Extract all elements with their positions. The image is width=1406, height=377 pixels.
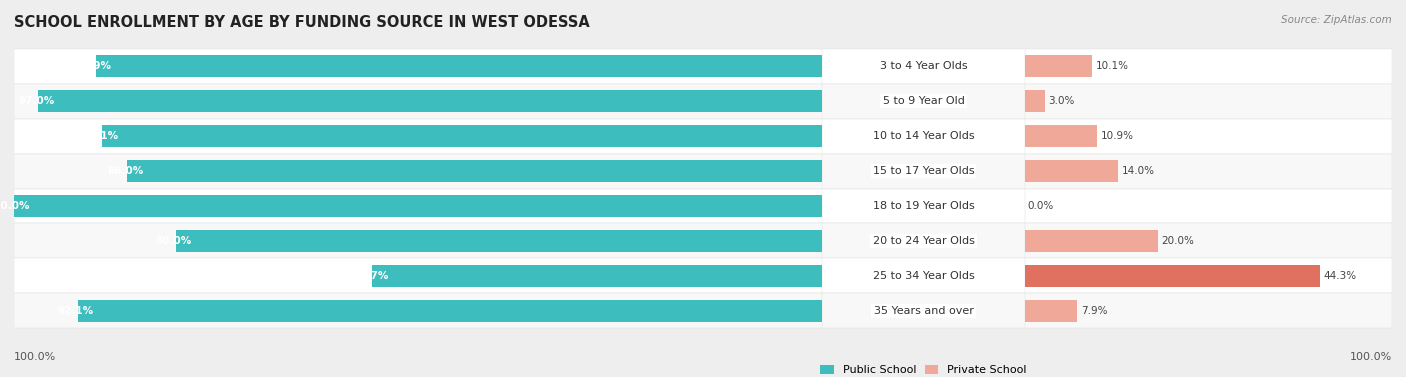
Bar: [38, 90, 823, 112]
Bar: [96, 55, 823, 77]
Legend: Public School, Private School: Public School, Private School: [815, 360, 1031, 377]
Text: 86.0%: 86.0%: [107, 166, 143, 176]
Text: 14.0%: 14.0%: [1122, 166, 1154, 176]
Text: 10.9%: 10.9%: [1101, 131, 1133, 141]
Text: 25 to 34 Year Olds: 25 to 34 Year Olds: [873, 271, 974, 281]
Text: 97.0%: 97.0%: [18, 96, 55, 106]
Text: 55.7%: 55.7%: [352, 271, 388, 281]
Bar: [127, 160, 823, 182]
Bar: [14, 84, 823, 119]
Text: 7.9%: 7.9%: [1081, 306, 1107, 316]
Text: 0.0%: 0.0%: [1028, 201, 1054, 211]
Text: 18 to 19 Year Olds: 18 to 19 Year Olds: [873, 201, 974, 211]
Text: 35 Years and over: 35 Years and over: [873, 306, 973, 316]
Bar: [1025, 160, 1118, 182]
Bar: [77, 300, 823, 322]
Bar: [1025, 84, 1392, 119]
Bar: [14, 195, 823, 217]
Bar: [373, 265, 823, 287]
Bar: [1025, 125, 1097, 147]
Bar: [103, 125, 823, 147]
Text: 100.0%: 100.0%: [1350, 352, 1392, 362]
Bar: [1025, 153, 1392, 188]
Bar: [823, 49, 1025, 84]
Text: 15 to 17 Year Olds: 15 to 17 Year Olds: [873, 166, 974, 176]
Bar: [14, 188, 823, 224]
Text: 20.0%: 20.0%: [1161, 236, 1194, 246]
Bar: [823, 293, 1025, 328]
Bar: [1025, 188, 1392, 224]
Text: 10 to 14 Year Olds: 10 to 14 Year Olds: [873, 131, 974, 141]
Bar: [1025, 230, 1159, 252]
Text: 44.3%: 44.3%: [1324, 271, 1357, 281]
Bar: [14, 153, 823, 188]
Bar: [1025, 224, 1392, 258]
Text: 3.0%: 3.0%: [1047, 96, 1074, 106]
Bar: [1025, 258, 1392, 293]
Text: 89.1%: 89.1%: [82, 131, 118, 141]
Bar: [1025, 265, 1320, 287]
Bar: [1025, 55, 1092, 77]
Bar: [14, 224, 823, 258]
Bar: [1025, 49, 1392, 84]
Bar: [1025, 300, 1077, 322]
Bar: [823, 153, 1025, 188]
Text: 100.0%: 100.0%: [0, 201, 30, 211]
Text: 80.0%: 80.0%: [156, 236, 191, 246]
Bar: [823, 84, 1025, 119]
Bar: [1025, 293, 1392, 328]
Bar: [823, 188, 1025, 224]
Bar: [1025, 119, 1392, 153]
Text: 3 to 4 Year Olds: 3 to 4 Year Olds: [880, 61, 967, 71]
Text: 100.0%: 100.0%: [14, 352, 56, 362]
Bar: [14, 49, 823, 84]
Text: 5 to 9 Year Old: 5 to 9 Year Old: [883, 96, 965, 106]
Text: 89.9%: 89.9%: [76, 61, 112, 71]
Text: 10.1%: 10.1%: [1095, 61, 1129, 71]
Bar: [823, 258, 1025, 293]
Text: SCHOOL ENROLLMENT BY AGE BY FUNDING SOURCE IN WEST ODESSA: SCHOOL ENROLLMENT BY AGE BY FUNDING SOUR…: [14, 15, 589, 30]
Bar: [176, 230, 823, 252]
Bar: [14, 258, 823, 293]
Text: 92.1%: 92.1%: [58, 306, 94, 316]
Text: 20 to 24 Year Olds: 20 to 24 Year Olds: [873, 236, 974, 246]
Bar: [823, 224, 1025, 258]
Bar: [14, 293, 823, 328]
Bar: [14, 119, 823, 153]
Bar: [1025, 90, 1045, 112]
Text: Source: ZipAtlas.com: Source: ZipAtlas.com: [1281, 15, 1392, 25]
Bar: [823, 119, 1025, 153]
